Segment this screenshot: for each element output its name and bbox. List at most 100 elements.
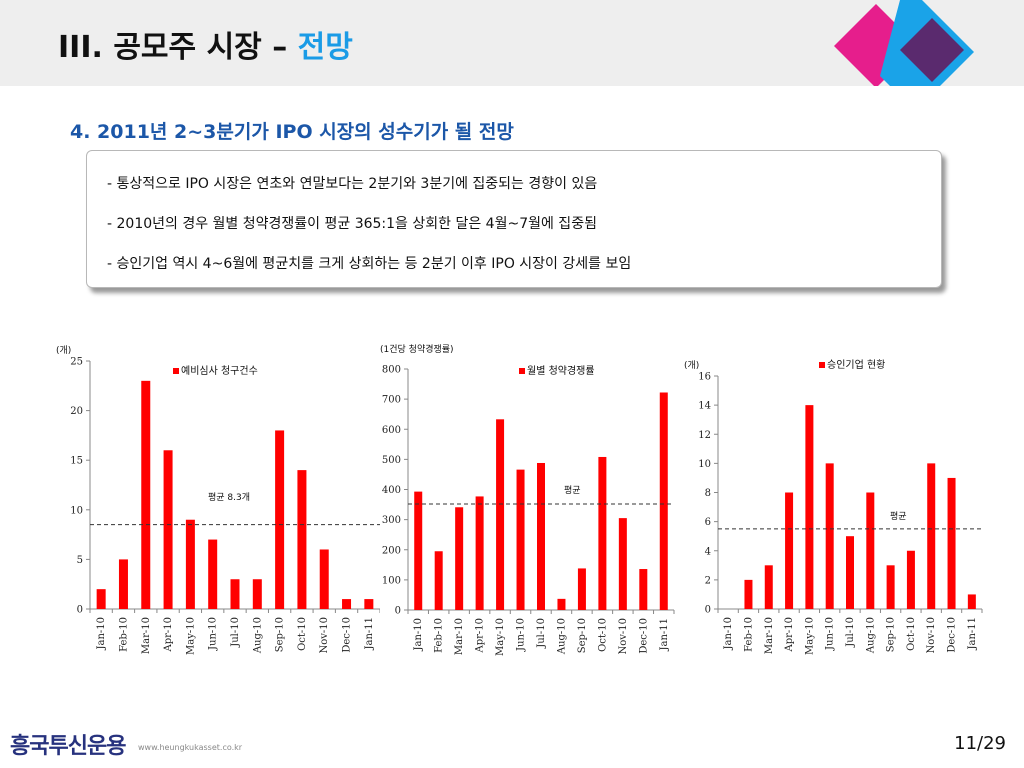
bar <box>866 492 875 609</box>
y-tick-label: 600 <box>382 425 401 436</box>
x-tick-label: Dec-10 <box>638 618 649 654</box>
y-tick-label: 0 <box>395 606 401 617</box>
y-tick-label: 800 <box>382 365 401 376</box>
page-title: III. 공모주 시장 – 전망 <box>58 22 353 66</box>
bar <box>319 549 329 609</box>
x-tick-label: Feb-10 <box>434 618 445 653</box>
note-item: - 2010년의 경우 월별 청약경쟁률이 평균 365:1을 상회한 달은 4… <box>107 216 597 232</box>
chart-approved-companies: 0 2 4 6 8 10 12 14 16 Jan-10 Feb-10 Mar-10 Apr-10 May… <box>684 358 983 655</box>
header-bar: III. 공모주 시장 – 전망 <box>0 0 1024 86</box>
x-tick-label: Jun-10 <box>516 618 527 652</box>
bar <box>659 392 668 610</box>
y-tick-label: 12 <box>698 430 711 441</box>
section-subtitle: 4. 2011년 2~3분기가 IPO 시장의 성수기가 될 전망 <box>70 121 514 143</box>
bar <box>785 492 794 609</box>
bar <box>886 565 895 609</box>
notes-box: - 통상적으로 IPO 시장은 연초와 연말보다는 2분기와 3분기에 집중되는… <box>86 150 942 288</box>
y-tick-label: 5 <box>77 555 83 566</box>
average-label: 평균 <box>564 485 581 496</box>
legend-label: 월별 청약경쟁률 <box>527 364 595 377</box>
x-tick-label: Oct-10 <box>597 618 608 652</box>
x-tick-label: Jan-11 <box>364 617 375 651</box>
bar <box>163 450 173 609</box>
x-tick-label: Mar-10 <box>141 617 152 654</box>
y-tick-label: 6 <box>705 517 711 528</box>
y-tick-label: 8 <box>705 488 711 499</box>
y-tick-label: 10 <box>698 459 711 470</box>
x-tick-label: May-10 <box>495 618 506 656</box>
x-tick-label: Nov-10 <box>926 617 937 654</box>
y-tick-label: 2 <box>705 575 711 586</box>
average-label: 평균 <box>890 511 907 522</box>
y-tick-label: 10 <box>70 505 83 516</box>
legend-label: 승인기업 현황 <box>827 358 885 371</box>
chart-ipo-filings: 0 5 10 15 20 25 Jan-10 Feb-10 Mar-10 Apr-10 May-10… <box>56 345 380 655</box>
y-tick-label: 25 <box>70 357 83 368</box>
bar <box>744 579 753 609</box>
bar <box>516 469 525 610</box>
x-tick-label: Jan-11 <box>967 617 978 651</box>
x-tick-label: Oct-10 <box>297 617 308 651</box>
y-tick-label: 500 <box>382 455 401 466</box>
bar <box>577 568 586 610</box>
legend-label: 예비심사 청구건수 <box>181 365 258 377</box>
x-tick-label: Jul-10 <box>845 617 856 648</box>
y-tick-label: 20 <box>70 406 83 417</box>
unit-label: (1건당 청약경쟁률) <box>380 343 454 355</box>
legend-swatch <box>819 362 825 368</box>
bar <box>639 569 648 610</box>
company-url: www.heungkukasset.co.kr <box>138 743 243 752</box>
y-tick-label: 4 <box>705 546 711 557</box>
y-tick-label: 300 <box>382 515 401 526</box>
x-tick-label: Jun-10 <box>208 617 219 651</box>
legend-swatch <box>173 368 179 374</box>
x-tick-label: Nov-10 <box>618 618 629 655</box>
unit-label: (개) <box>56 345 71 356</box>
bar <box>475 496 484 610</box>
x-tick-label: Feb-10 <box>118 617 129 652</box>
chart-subscription-rate: 0 100 200 300 400 500 600 700 800 Jan-10 Feb-10 Mar… <box>380 343 675 656</box>
bar <box>496 419 505 610</box>
x-tick-label: Jan-10 <box>96 617 107 651</box>
x-tick-label: Feb-10 <box>743 617 754 652</box>
note-item: - 승인기업 역시 4~6월에 평균치를 크게 상회하는 등 2분기 이후 IP… <box>107 256 632 272</box>
unit-label: (개) <box>684 360 699 371</box>
x-tick-label: May-10 <box>185 617 196 655</box>
x-tick-label: Jun-10 <box>825 617 836 651</box>
bar <box>906 550 915 609</box>
bar <box>275 430 285 609</box>
y-tick-label: 700 <box>382 395 401 406</box>
average-label: 평균 8.3개 <box>208 492 250 503</box>
y-tick-label: 100 <box>382 575 401 586</box>
x-tick-label: Jul-10 <box>230 617 241 648</box>
x-tick-label: Sep-10 <box>886 617 897 652</box>
bar <box>185 519 195 609</box>
decorative-diamonds <box>834 0 974 86</box>
bar <box>825 463 834 609</box>
x-tick-label: Aug-10 <box>252 617 263 654</box>
bar <box>598 456 607 610</box>
x-tick-label: Aug-10 <box>865 617 876 654</box>
y-tick-label: 200 <box>382 545 401 556</box>
bar <box>434 551 443 610</box>
x-tick-label: Aug-10 <box>556 618 567 655</box>
bar <box>455 507 464 610</box>
legend-swatch <box>519 368 525 374</box>
x-tick-label: Apr-10 <box>475 618 486 654</box>
x-tick-label: Apr-10 <box>163 617 174 653</box>
x-tick-label: Jan-10 <box>723 617 734 651</box>
bar <box>297 470 307 609</box>
y-tick-label: 16 <box>698 372 711 383</box>
page-title-prefix: III. 공모주 시장 – <box>58 30 298 65</box>
bar <box>618 518 627 610</box>
bar <box>118 559 128 609</box>
x-tick-label: Oct-10 <box>906 617 917 651</box>
x-tick-label: Apr-10 <box>784 617 795 653</box>
bar <box>141 380 151 609</box>
bar <box>537 462 545 610</box>
x-tick-label: Sep-10 <box>577 618 588 653</box>
bar <box>252 579 262 609</box>
bar <box>414 491 423 610</box>
x-tick-label: May-10 <box>804 617 815 655</box>
x-tick-label: Jan-11 <box>659 618 670 652</box>
